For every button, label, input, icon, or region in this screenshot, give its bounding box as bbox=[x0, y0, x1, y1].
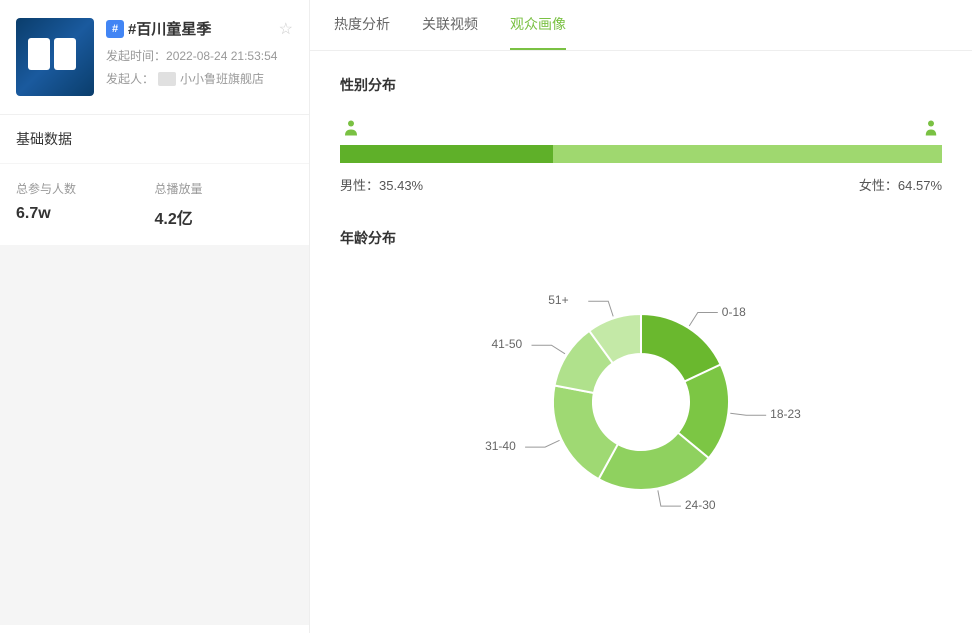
basic-data-heading: 基础数据 bbox=[0, 115, 309, 164]
age-label-51+: 51+ bbox=[548, 293, 568, 307]
tab-related[interactable]: 关联视频 bbox=[422, 0, 478, 50]
age-donut-chart: 0-18 18-23 24-30 31-40 41-50 51+ bbox=[471, 272, 811, 532]
launch-time: 发起时间：2022-08-24 21:53:54 bbox=[106, 47, 293, 64]
age-label-0-18: 0-18 bbox=[722, 305, 746, 319]
favorite-star-icon[interactable]: ☆ bbox=[279, 19, 293, 39]
gender-bar-female bbox=[553, 145, 942, 163]
stat-plays: 总播放量 4.2亿 bbox=[155, 180, 294, 229]
stat-participants: 总参与人数 6.7w bbox=[16, 180, 155, 229]
age-section: 年龄分布 0-18 18-23 24-30 31-40 41-50 51+ bbox=[310, 218, 972, 556]
age-label-41-50: 41-50 bbox=[492, 337, 523, 351]
gender-section: 性别分布 男性：35.43% 女性：64.57% bbox=[310, 51, 972, 218]
initiator: 发起人： 小小鲁班旗舰店 bbox=[106, 70, 293, 87]
gender-title: 性别分布 bbox=[340, 75, 942, 95]
female-pct-label: 女性：64.57% bbox=[859, 175, 942, 194]
topic-card: # #百川童星季 ☆ 发起时间：2022-08-24 21:53:54 发起人：… bbox=[0, 0, 309, 115]
age-label-18-23: 18-23 bbox=[770, 407, 801, 421]
tab-heat[interactable]: 热度分析 bbox=[334, 0, 390, 50]
main-panel: 热度分析 关联视频 观众画像 性别分布 男性：35.43% 女性：64.57% … bbox=[310, 0, 972, 633]
male-pct-label: 男性：35.43% bbox=[340, 175, 423, 194]
age-title: 年龄分布 bbox=[340, 228, 942, 248]
gender-bar-male bbox=[340, 145, 553, 163]
topic-thumbnail bbox=[16, 18, 94, 96]
topic-title: #百川童星季 bbox=[128, 18, 211, 39]
gender-bar bbox=[340, 145, 942, 163]
female-icon bbox=[922, 119, 940, 137]
tabs: 热度分析 关联视频 观众画像 bbox=[310, 0, 972, 51]
initiator-avatar-icon bbox=[158, 72, 176, 86]
tab-audience[interactable]: 观众画像 bbox=[510, 0, 566, 50]
age-label-24-30: 24-30 bbox=[685, 498, 716, 512]
age-label-31-40: 31-40 bbox=[485, 439, 516, 453]
sidebar: # #百川童星季 ☆ 发起时间：2022-08-24 21:53:54 发起人：… bbox=[0, 0, 310, 633]
hashtag-badge: # bbox=[106, 20, 124, 38]
male-icon bbox=[342, 119, 360, 137]
